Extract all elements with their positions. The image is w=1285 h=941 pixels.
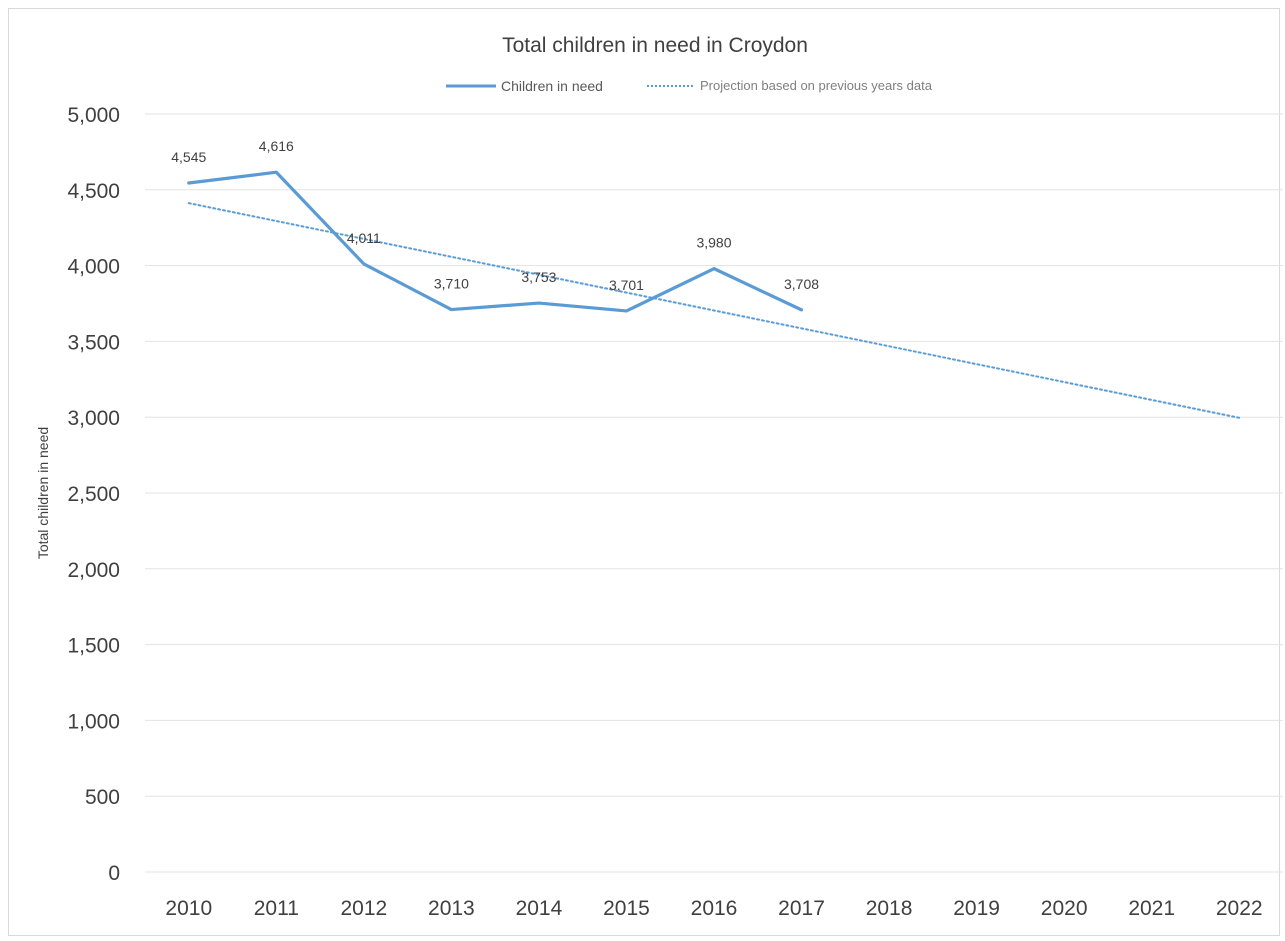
- x-tick-label: 2017: [778, 897, 825, 920]
- legend: Children in need Projection based on pre…: [446, 78, 933, 94]
- x-tick-label: 2019: [953, 897, 1000, 920]
- chart-title: Total children in need in Croydon: [502, 34, 808, 57]
- y-tick-label: 0: [108, 862, 120, 885]
- data-label: 3,701: [609, 277, 644, 293]
- data-label: 3,753: [521, 269, 556, 285]
- data-label: 3,710: [434, 276, 469, 292]
- series: [187, 170, 1241, 419]
- gridlines: [145, 113, 1283, 873]
- x-tick-label: 2014: [516, 897, 563, 920]
- x-tick-label: 2012: [340, 897, 387, 920]
- x-axis-ticks: 2010 2011 2012 2013 2014 2015 2016 2017 2018 2019…: [165, 897, 1262, 920]
- y-tick-label: 4,500: [67, 180, 120, 203]
- y-tick-label: 2,500: [67, 483, 120, 506]
- data-label: 4,616: [259, 138, 294, 154]
- x-tick-label: 2010: [165, 897, 212, 920]
- y-tick-label: 1,000: [67, 710, 120, 733]
- y-axis-label: Total children in need: [35, 427, 51, 559]
- y-tick-label: 4,000: [67, 256, 120, 279]
- y-tick-label: 3,500: [67, 331, 120, 354]
- x-tick-label: 2016: [691, 897, 738, 920]
- x-tick-label: 2022: [1216, 897, 1263, 920]
- y-axis-ticks: 0 500 1,000 1,500 2,000 2,500 3,000 3,500 4,000 4…: [67, 104, 120, 885]
- y-tick-label: 3,000: [67, 407, 120, 430]
- legend-label-children-in-need: Children in need: [501, 78, 603, 94]
- data-labels: 4,545 4,616 4,011 3,710 3,753 3,701 3,980 3,708: [171, 138, 819, 293]
- y-tick-label: 5,000: [67, 104, 120, 127]
- x-tick-label: 2018: [866, 897, 913, 920]
- x-tick-label: 2015: [603, 897, 650, 920]
- data-label: 4,011: [347, 230, 381, 246]
- x-tick-label: 2011: [254, 897, 299, 920]
- x-tick-label: 2013: [428, 897, 475, 920]
- y-tick-label: 2,000: [67, 559, 120, 582]
- x-tick-label: 2020: [1041, 897, 1088, 920]
- data-label: 3,708: [784, 276, 819, 292]
- x-tick-label: 2021: [1128, 897, 1175, 920]
- y-tick-label: 500: [85, 786, 120, 809]
- data-label: 4,545: [171, 149, 206, 165]
- children-in-need-line: [187, 170, 804, 313]
- y-tick-label: 1,500: [67, 635, 120, 658]
- data-label: 3,980: [696, 235, 731, 251]
- chart-frame: [8, 8, 1280, 936]
- legend-label-projection: Projection based on previous years data: [700, 78, 933, 93]
